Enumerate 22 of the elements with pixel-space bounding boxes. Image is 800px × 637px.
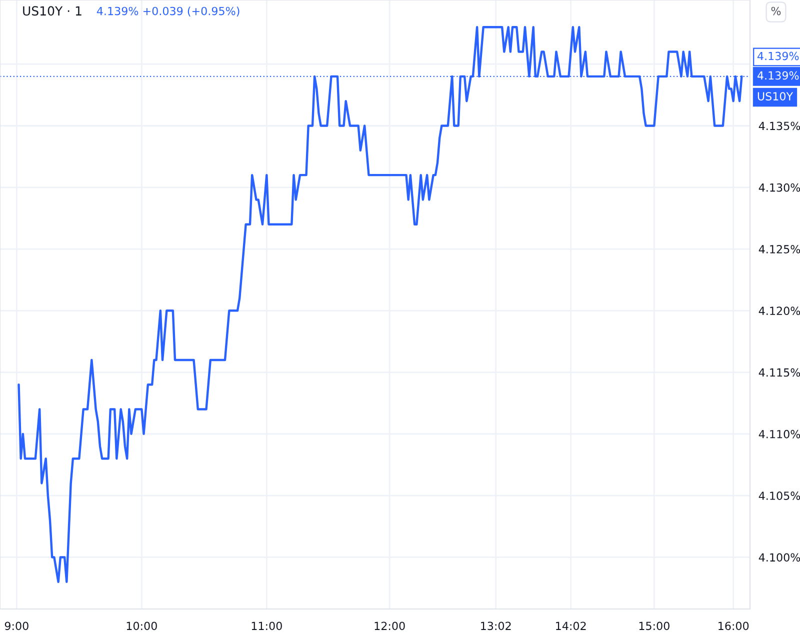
y-tick-label: 4.120% bbox=[758, 306, 800, 316]
y-tick-label: 4.135% bbox=[758, 122, 800, 130]
x-tick-label: 9:00 bbox=[4, 622, 28, 630]
text: % bbox=[771, 6, 781, 16]
y-tick-label: 4.115% bbox=[758, 368, 800, 377]
x-tick-label: 10:00 bbox=[126, 622, 157, 630]
chart-title: US10Y · 1 bbox=[23, 6, 82, 16]
legend-label: US10Y bbox=[758, 92, 794, 100]
x-tick-label: 15:00 bbox=[639, 622, 670, 630]
y-tick-label: 4.125% bbox=[758, 245, 800, 254]
ref-line-label: 4.139% bbox=[757, 71, 799, 80]
y-tick-label: 4.105% bbox=[758, 492, 800, 500]
y-tick-label: 4.110% bbox=[758, 430, 800, 438]
y-tick-label: 4.130% bbox=[758, 183, 800, 192]
text: 4.139% +0.039 (+0.95%) bbox=[96, 6, 240, 17]
text: 4.139% bbox=[757, 52, 799, 60]
x-tick-label: 13:02 bbox=[481, 622, 511, 630]
y-tick-label: 4.100% bbox=[758, 553, 800, 562]
x-tick-label: 16:00 bbox=[718, 622, 749, 630]
x-tick-label: 11:00 bbox=[252, 622, 282, 630]
x-tick-label: 12:00 bbox=[374, 622, 405, 630]
x-tick-label: 14:02 bbox=[556, 622, 586, 630]
